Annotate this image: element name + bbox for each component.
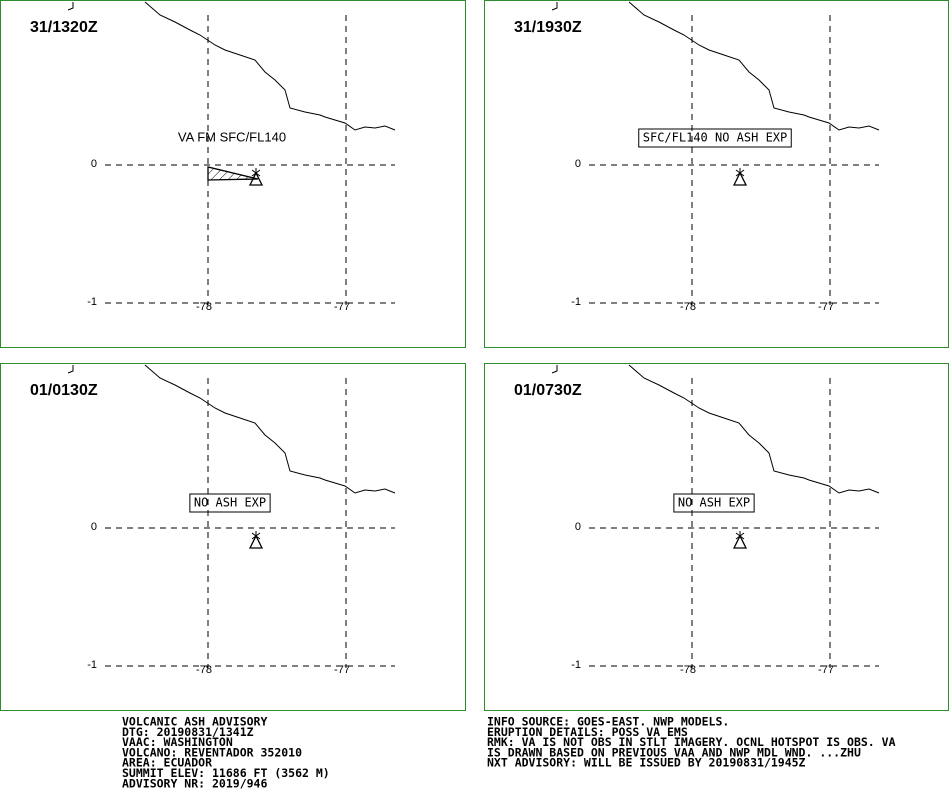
ash-annotation: NO ASH EXP xyxy=(678,496,750,510)
advisory-line: VAAC: WASHINGTON xyxy=(122,735,233,749)
advisory-line: ERUPTION DETAILS: POSS VA EMS xyxy=(487,725,688,739)
panel-border xyxy=(484,363,949,711)
annotation-box xyxy=(638,128,792,148)
coastline xyxy=(628,364,880,494)
volcano-symbol xyxy=(248,534,264,549)
annotation-box xyxy=(673,493,755,513)
advisory-line: SUMMIT ELEV: 11686 FT (3562 M) xyxy=(122,766,330,780)
latitude-label: -1 xyxy=(87,296,97,308)
coastline xyxy=(144,1,396,131)
valid-time: 01/0730Z xyxy=(514,382,582,399)
advisory-line: IS DRAWN BASED ON PREVIOUS VAA AND NWP M… xyxy=(487,745,861,759)
advisory-line: NXT ADVISORY: WILL BE ISSUED BY 20190831… xyxy=(487,756,806,770)
latitude-label: 0 xyxy=(91,158,97,170)
valid-time: 31/1930Z xyxy=(514,19,582,36)
advisory-line: AREA: ECUADOR xyxy=(122,756,212,770)
latitude-label: -1 xyxy=(571,296,581,308)
latitude-label: 0 xyxy=(575,158,581,170)
longitude-label: -78 xyxy=(680,301,696,313)
coast-hook xyxy=(67,2,74,11)
volcano-plume xyxy=(735,168,745,177)
ash-area xyxy=(207,166,259,181)
panel-border xyxy=(484,0,949,348)
coastline xyxy=(144,364,396,494)
ash-annotation: VA FM SFC/FL140 xyxy=(178,129,286,144)
latitude-label: -1 xyxy=(571,659,581,671)
latitude-label: 0 xyxy=(575,521,581,533)
ash-annotation: NO ASH EXP xyxy=(194,496,266,510)
advisory-line: VOLCANO: REVENTADOR 352010 xyxy=(122,745,302,759)
latitude-label: 0 xyxy=(91,521,97,533)
advisory-line: RMK: VA IS NOT OBS IN STLT IMAGERY. OCNL… xyxy=(487,735,896,749)
longitude-label: -77 xyxy=(818,301,834,313)
advisory-line: ADVISORY NR: 2019/946 xyxy=(122,776,267,790)
coastline xyxy=(628,1,880,131)
annotation-box xyxy=(189,493,271,513)
longitude-label: -78 xyxy=(196,301,212,313)
coast-hook xyxy=(67,365,74,374)
advisory-line: INFO SOURCE: GOES-EAST. NWP MODELS. xyxy=(487,715,729,729)
latitude-label: -1 xyxy=(87,659,97,671)
valid-time: 01/0130Z xyxy=(30,382,98,399)
valid-time: 31/1320Z xyxy=(30,19,98,36)
panel-border xyxy=(0,363,466,711)
map-panel: 0 -1 -78 -77 01/0730Z NO ASH EXP xyxy=(484,363,949,711)
coast-hook xyxy=(551,365,558,374)
advisory-line: DTG: 20190831/1341Z xyxy=(122,725,254,739)
volcano-plume xyxy=(735,531,745,540)
panel-border xyxy=(0,0,466,348)
ash-annotation: SFC/FL140 NO ASH EXP xyxy=(643,131,788,145)
volcano-symbol xyxy=(732,534,748,549)
map-panel: 0 -1 -78 -77 31/1320Z VA FM SFC/FL140 xyxy=(0,0,466,348)
map-panel: 0 -1 -78 -77 31/1930Z SFC/FL140 NO ASH EXP xyxy=(484,0,949,348)
longitude-label: -78 xyxy=(680,664,696,676)
advisory-line: VOLCANIC ASH ADVISORY xyxy=(122,715,267,729)
map-panel: 0 -1 -78 -77 01/0130Z NO ASH EXP xyxy=(0,363,466,711)
longitude-label: -78 xyxy=(196,664,212,676)
volcano-symbol xyxy=(732,171,748,186)
volcano-plume xyxy=(251,168,261,177)
longitude-label: -77 xyxy=(334,664,350,676)
longitude-label: -77 xyxy=(818,664,834,676)
volcano-plume xyxy=(251,531,261,540)
coast-hook xyxy=(551,2,558,11)
longitude-label: -77 xyxy=(334,301,350,313)
